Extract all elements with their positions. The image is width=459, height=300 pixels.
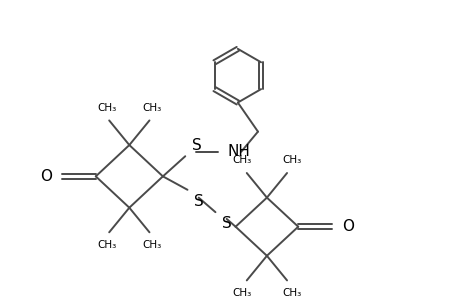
Text: CH₃: CH₃ bbox=[232, 288, 252, 298]
Text: CH₃: CH₃ bbox=[232, 155, 252, 165]
Text: S: S bbox=[194, 194, 203, 209]
Text: CH₃: CH₃ bbox=[281, 155, 301, 165]
Text: CH₃: CH₃ bbox=[142, 103, 161, 112]
Text: S: S bbox=[191, 138, 202, 153]
Text: O: O bbox=[341, 219, 353, 234]
Text: CH₃: CH₃ bbox=[97, 103, 116, 112]
Text: CH₃: CH₃ bbox=[97, 240, 116, 250]
Text: S: S bbox=[222, 215, 231, 230]
Text: O: O bbox=[40, 169, 52, 184]
Text: NH: NH bbox=[227, 144, 250, 159]
Text: CH₃: CH₃ bbox=[281, 288, 301, 298]
Text: CH₃: CH₃ bbox=[142, 240, 161, 250]
